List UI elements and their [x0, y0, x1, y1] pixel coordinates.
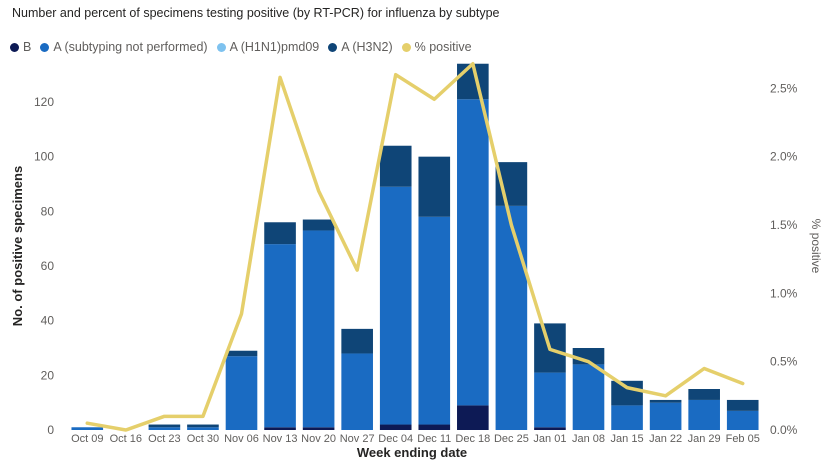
bar-a-h3n2-dec-11 — [418, 156, 451, 217]
y-tick-label: 40 — [41, 314, 55, 328]
bar-a-subtyping-not-performed-dec-18 — [457, 99, 489, 406]
x-tick-label: Dec 18 — [455, 433, 490, 445]
y-axis-right: 0.0% 0.5% 1.0% 1.5% 2.0% 2.5% — [770, 81, 798, 437]
bar-layer — [71, 63, 759, 430]
y2-tick-label: 1.5% — [770, 218, 798, 232]
y-tick-label: 80 — [41, 204, 55, 218]
x-tick-label: Nov 13 — [263, 433, 298, 445]
y2-tick-label: 2.0% — [770, 150, 798, 164]
bar-a-subtyping-not-performed-jan-08 — [572, 364, 605, 430]
y-axis-left: 0 20 40 60 80 100 120 — [34, 95, 54, 437]
legend-swatch-b — [10, 42, 19, 52]
legend-swatch-a-h1n1 — [216, 42, 226, 52]
series-line-percent-positive — [85, 61, 745, 432]
x-tick-label: Oct 09 — [71, 433, 103, 445]
bar-a-h3n2-nov-13 — [264, 222, 296, 245]
bar-a-h3n2-oct-23 — [148, 424, 181, 428]
bar-a-subtyping-not-performed-dec-04 — [379, 186, 412, 425]
x-tick-label: Dec 04 — [378, 433, 413, 445]
y2-axis-title: % positive — [809, 219, 823, 274]
chart-legend: B A (subtyping not performed) A (H1N1)pm… — [10, 40, 481, 54]
legend-item-percent-positive[interactable]: % positive — [401, 40, 472, 54]
y2-tick-label: 2.5% — [770, 81, 798, 95]
legend-label-b: B — [23, 40, 32, 54]
x-tick-label: Dec 25 — [494, 433, 529, 445]
x-axis-title: Week ending date — [357, 445, 467, 460]
bar-a-h3n2-nov-06 — [225, 350, 258, 357]
bar-a-h3n2-jan-22 — [649, 399, 682, 403]
bar-b-nov-13 — [264, 427, 296, 430]
bar-a-subtyping-not-performed-oct-23 — [148, 427, 181, 430]
bar-a-subtyping-not-performed-oct-09 — [71, 427, 104, 430]
legend-swatch-a-h3n2 — [328, 42, 338, 52]
bar-a-h3n2-nov-20 — [302, 219, 335, 231]
x-tick-label: Nov 06 — [224, 433, 259, 445]
chart-title: Number and percent of specimens testing … — [12, 6, 500, 20]
bar-a-subtyping-not-performed-nov-27 — [341, 353, 373, 430]
y-axis-title: No. of positive specimens — [10, 166, 25, 326]
y2-tick-label: 0.5% — [770, 355, 798, 369]
line-layer — [85, 61, 745, 432]
y-tick-label: 20 — [41, 368, 55, 382]
x-tick-label: Nov 20 — [301, 433, 336, 445]
x-tick-label: Oct 16 — [110, 433, 142, 445]
legend-item-a-h3n2[interactable]: A (H3N2) — [328, 40, 393, 54]
bar-a-h3n2-dec-04 — [379, 145, 412, 187]
bar-a-h3n2-oct-30 — [187, 424, 219, 428]
x-tick-label: Jan 29 — [688, 433, 721, 445]
legend-label-a-h1n1: A (H1N1)pmd09 — [229, 40, 320, 54]
bar-a-subtyping-not-performed-nov-20 — [302, 230, 335, 428]
x-tick-label: Nov 27 — [340, 433, 375, 445]
x-tick-label: Jan 15 — [611, 433, 644, 445]
bar-a-subtyping-not-performed-dec-11 — [418, 216, 451, 425]
y2-tick-label: 1.0% — [770, 286, 798, 300]
y-tick-label: 100 — [34, 150, 54, 164]
bar-b-dec-18 — [457, 405, 489, 430]
legend-item-b[interactable]: B — [10, 40, 31, 54]
bar-a-subtyping-not-performed-jan-15 — [611, 405, 643, 430]
bar-a-subtyping-not-performed-nov-06 — [225, 356, 258, 430]
bar-b-dec-04 — [379, 424, 412, 430]
y-tick-label: 120 — [34, 95, 54, 109]
bar-b-jan-01 — [534, 427, 566, 430]
bar-a-subtyping-not-performed-nov-13 — [264, 244, 296, 428]
bar-a-h3n2-jan-29 — [688, 389, 720, 400]
bar-b-nov-20 — [302, 427, 335, 430]
x-tick-label: Oct 23 — [148, 433, 180, 445]
bar-a-subtyping-not-performed-jan-29 — [688, 399, 720, 430]
x-tick-label: Jan 08 — [572, 433, 605, 445]
x-axis: Oct 09 Oct 16 Oct 23 Oct 30 Nov 06 Nov 13 Nov … — [71, 433, 760, 445]
bar-a-h3n2-jan-15 — [611, 380, 643, 406]
x-tick-label: Feb 05 — [726, 433, 760, 445]
y-tick-label: 60 — [41, 259, 55, 273]
x-tick-label: Jan 01 — [533, 433, 566, 445]
legend-label-a-h3n2: A (H3N2) — [341, 40, 393, 54]
y2-tick-label: 0.0% — [770, 423, 798, 437]
bar-a-h3n2-nov-27 — [341, 328, 373, 354]
bar-a-subtyping-not-performed-jan-01 — [534, 372, 566, 428]
bar-a-subtyping-not-performed-feb-05 — [726, 410, 759, 430]
legend-item-a-h1n1[interactable]: A (H1N1)pmd09 — [216, 40, 320, 54]
bar-a-subtyping-not-performed-jan-22 — [649, 402, 682, 430]
x-tick-label: Jan 22 — [649, 433, 682, 445]
legend-label-a-not-subtyped: A (subtyping not performed) — [53, 40, 208, 54]
bar-a-h3n2-feb-05 — [726, 399, 759, 411]
legend-swatch-percent-positive — [401, 42, 411, 52]
legend-swatch-a-not-subtyped — [40, 42, 50, 52]
x-tick-label: Oct 30 — [187, 433, 219, 445]
x-tick-label: Dec 11 — [417, 433, 451, 445]
legend-label-percent-positive: % positive — [414, 40, 472, 54]
y-tick-label: 0 — [47, 423, 54, 437]
legend-item-a-not-subtyped[interactable]: A (subtyping not performed) — [40, 40, 208, 54]
bar-a-subtyping-not-performed-dec-25 — [495, 205, 528, 430]
bar-a-subtyping-not-performed-oct-30 — [187, 427, 219, 430]
bar-b-dec-11 — [418, 424, 451, 430]
